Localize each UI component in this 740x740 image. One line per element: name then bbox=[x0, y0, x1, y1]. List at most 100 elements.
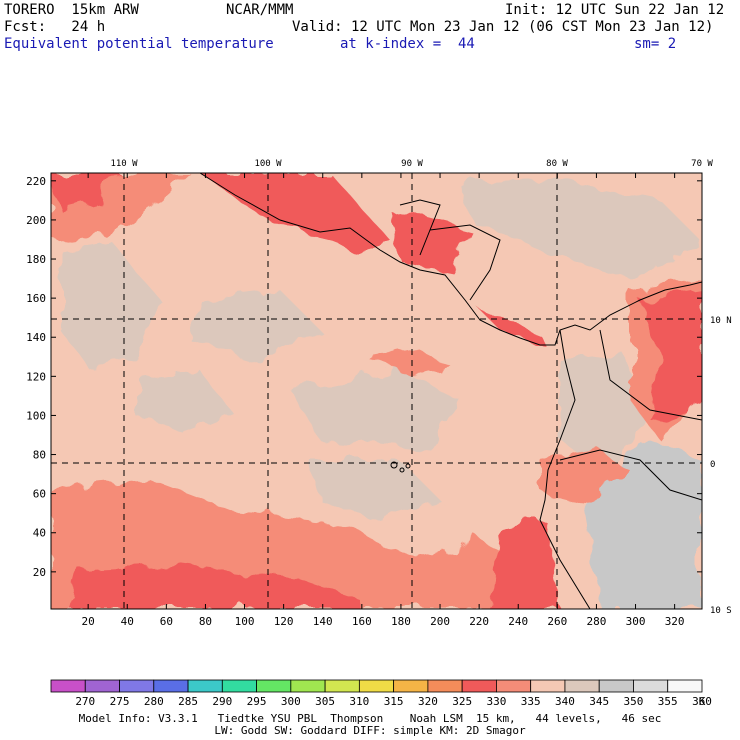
field-area-330 bbox=[200, 173, 390, 250]
field-area-330 bbox=[490, 520, 560, 609]
colorbar: 270 275 280 285 290 295 300 305 310 315 320 325 330 3… bbox=[50, 679, 712, 708]
field-blotches bbox=[51, 173, 702, 609]
x-tick-label: 280 bbox=[586, 615, 606, 628]
graticule bbox=[51, 173, 702, 609]
longitude-label: 110 W bbox=[110, 159, 138, 169]
colorbar-unit: K bbox=[699, 695, 706, 708]
x-tick-label: 300 bbox=[626, 615, 646, 628]
colorbar-swatch bbox=[530, 679, 566, 693]
colorbar-level-label: 325 bbox=[452, 695, 472, 708]
yucatan-border bbox=[399, 199, 441, 256]
colorbar-level-label: 310 bbox=[349, 695, 369, 708]
x-tick-label: 320 bbox=[665, 615, 685, 628]
valid-time: Valid: 12 UTC Mon 23 Jan 12 (06 CST Mon … bbox=[292, 19, 714, 35]
colorbar-swatch bbox=[667, 679, 703, 693]
y-tick-label: 100 bbox=[26, 409, 46, 422]
field-area-345 bbox=[60, 240, 160, 370]
galapagos-island bbox=[405, 463, 411, 469]
field-area-345 bbox=[140, 370, 230, 430]
field-area-330 bbox=[480, 310, 550, 350]
latitude-labels: 10 N 0 10 S bbox=[710, 316, 732, 616]
field-area-350 bbox=[580, 440, 702, 609]
x-tick-label: 40 bbox=[121, 615, 134, 628]
colorbar-level-label: 335 bbox=[521, 695, 541, 708]
colorbar-swatch bbox=[221, 679, 257, 693]
colorbar-swatch bbox=[50, 679, 86, 693]
colorbar-level-label: 320 bbox=[418, 695, 438, 708]
colorbar-level-label: 345 bbox=[589, 695, 609, 708]
colorbar-swatch bbox=[290, 679, 326, 693]
colorbar-swatch bbox=[84, 679, 120, 693]
model-label: TORERO 15km ARW bbox=[4, 2, 139, 18]
y-tick-label: 180 bbox=[26, 253, 46, 266]
y-tick-label: 220 bbox=[26, 175, 46, 188]
field-title: Equivalent potential temperature bbox=[4, 36, 274, 52]
x-tick-label: 240 bbox=[508, 615, 528, 628]
ecuador-peru-border bbox=[559, 449, 702, 501]
level-label: at k-index = 44 bbox=[340, 36, 475, 52]
x-tick-label: 80 bbox=[199, 615, 212, 628]
longitude-label: 80 W bbox=[546, 159, 568, 169]
colorbar-swatch bbox=[633, 679, 669, 693]
south-america-west-coast bbox=[539, 329, 591, 609]
central-america-coast bbox=[199, 173, 702, 346]
colorbar-level-label: 330 bbox=[486, 695, 506, 708]
footer-physics-info: LW: Godd SW: Goddard DIFF: simple KM: 2D… bbox=[214, 724, 526, 737]
longitude-label: 100 W bbox=[254, 159, 282, 169]
init-time: Init: 12 UTC Sun 22 Jan 12 bbox=[505, 2, 725, 18]
colorbar-level-label: 270 bbox=[75, 695, 95, 708]
galapagos-island bbox=[399, 467, 405, 473]
colorbar-level-label: 355 bbox=[658, 695, 678, 708]
x-tick-label: 20 bbox=[82, 615, 95, 628]
field-area-345 bbox=[190, 290, 320, 360]
colombia-border bbox=[599, 329, 702, 421]
colorbar-level-label: 290 bbox=[212, 695, 232, 708]
galapagos-island bbox=[390, 461, 398, 469]
y-tick-label: 200 bbox=[26, 214, 46, 227]
colorbar-swatch bbox=[256, 679, 292, 693]
y-tick-label: 160 bbox=[26, 292, 46, 305]
colorbar-swatch bbox=[119, 679, 155, 693]
x-tick-label: 60 bbox=[160, 615, 173, 628]
latitude-label: 10 S bbox=[710, 606, 732, 616]
colorbar-swatch bbox=[358, 679, 395, 693]
honduras-border bbox=[429, 224, 501, 301]
colorbar-level-label: 315 bbox=[384, 695, 404, 708]
field-area-345 bbox=[310, 460, 440, 520]
x-tick-label: 220 bbox=[469, 615, 489, 628]
longitude-labels: 110 W 100 W 90 W 80 W 70 W bbox=[110, 159, 713, 169]
forecast-hour: Fcst: 24 h bbox=[4, 19, 106, 35]
field-area-335 bbox=[370, 350, 450, 375]
x-tick-label: 120 bbox=[274, 615, 294, 628]
longitude-label: 70 W bbox=[691, 159, 713, 169]
x-tick-label: 200 bbox=[430, 615, 450, 628]
y-axis: 20 40 60 80 100 120 140 160 180 200 220 bbox=[26, 175, 702, 579]
colorbar-swatch bbox=[598, 679, 634, 693]
colorbar-level-label: 285 bbox=[178, 695, 198, 708]
colorbar-level-label: 295 bbox=[247, 695, 267, 708]
colorbar-swatch bbox=[153, 679, 189, 693]
y-tick-label: 140 bbox=[26, 331, 46, 344]
x-axis: 20 40 60 80 100 120 140 160 180 200 220 240 260 280 30… bbox=[82, 173, 685, 628]
colorbar-swatch bbox=[496, 679, 532, 693]
field-area-345 bbox=[560, 350, 650, 470]
colorbar-level-label: 275 bbox=[110, 695, 130, 708]
y-tick-label: 80 bbox=[33, 449, 46, 462]
latitude-label: 10 N bbox=[710, 316, 732, 326]
y-tick-label: 120 bbox=[26, 370, 46, 383]
colorbar-level-label: 300 bbox=[281, 695, 301, 708]
latitude-label: 0 bbox=[710, 460, 715, 470]
colorbar-level-label: 305 bbox=[315, 695, 335, 708]
field-area-330 bbox=[640, 290, 702, 420]
colorbar-swatch bbox=[393, 679, 429, 693]
colorbar-level-label: 350 bbox=[624, 695, 644, 708]
field-area-330 bbox=[70, 565, 360, 609]
colorbar-swatch bbox=[564, 679, 600, 693]
x-tick-label: 160 bbox=[352, 615, 372, 628]
colorbar-level-label: 340 bbox=[555, 695, 575, 708]
smoothing-label: sm= 2 bbox=[634, 36, 677, 52]
theta-e-field bbox=[51, 173, 702, 609]
x-tick-label: 140 bbox=[313, 615, 333, 628]
colorbar-swatch bbox=[324, 679, 360, 693]
